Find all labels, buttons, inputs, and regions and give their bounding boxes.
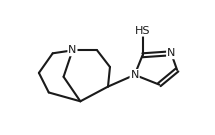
- Text: N: N: [167, 48, 175, 58]
- Text: N: N: [68, 45, 77, 55]
- Text: N: N: [131, 70, 139, 80]
- Text: HS: HS: [135, 26, 150, 36]
